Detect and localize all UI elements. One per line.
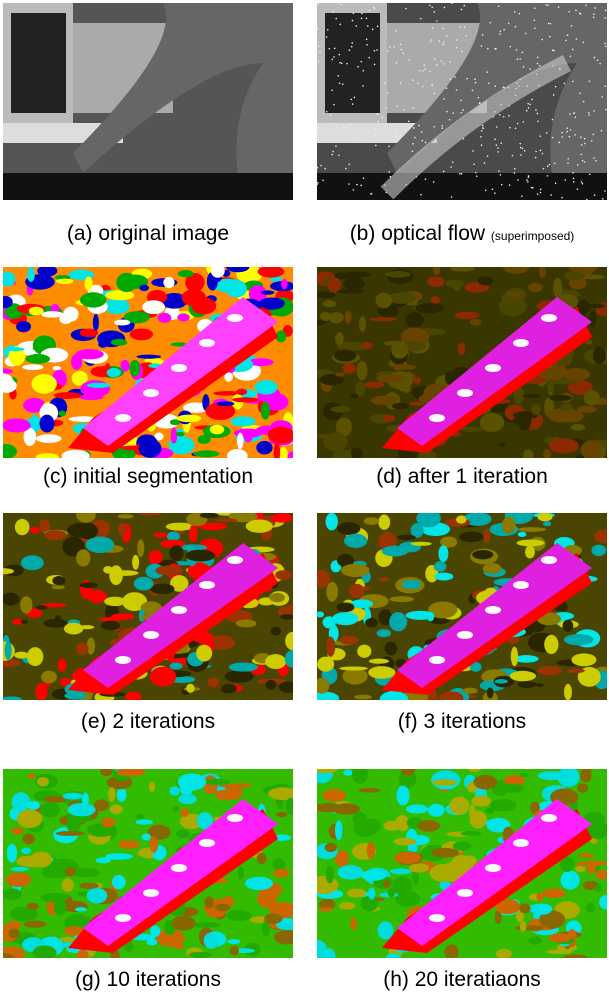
caption: (h) 20 iteratiaons bbox=[307, 968, 609, 992]
caption-label: (h) 20 iteratiaons bbox=[383, 968, 541, 991]
panel-image bbox=[3, 3, 293, 200]
panel: (h) 20 iteratiaons bbox=[317, 769, 607, 958]
caption-label: (a) original image bbox=[67, 222, 229, 245]
panel-image bbox=[3, 769, 293, 958]
caption-note: (superimposed) bbox=[491, 229, 574, 243]
caption: (g) 10 iterations bbox=[0, 968, 303, 992]
panel: (e) 2 iterations bbox=[3, 513, 293, 700]
caption: (c) initial segmentation bbox=[0, 465, 303, 489]
caption: (d) after 1 iteration bbox=[307, 465, 609, 489]
panel-image bbox=[317, 3, 607, 200]
panel-image bbox=[317, 513, 607, 700]
caption: (e) 2 iterations bbox=[0, 710, 303, 734]
caption-label: (g) 10 iterations bbox=[75, 968, 221, 991]
panel: (f) 3 iterations bbox=[317, 513, 607, 700]
caption-label: (c) initial segmentation bbox=[43, 465, 253, 488]
panel-image bbox=[317, 267, 607, 458]
caption-label: (e) 2 iterations bbox=[81, 710, 215, 733]
figure: (a) original image(b) optical flow (supe… bbox=[0, 0, 609, 1004]
caption: (f) 3 iterations bbox=[307, 710, 609, 734]
caption: (b) optical flow (superimposed) bbox=[307, 222, 609, 246]
panel: (a) original image bbox=[3, 3, 293, 200]
panel: (d) after 1 iteration bbox=[317, 267, 607, 458]
panel-image bbox=[317, 769, 607, 958]
panel-image bbox=[3, 513, 293, 700]
caption-label: (b) optical flow bbox=[350, 222, 485, 245]
panel: (g) 10 iterations bbox=[3, 769, 293, 958]
caption: (a) original image bbox=[0, 222, 303, 246]
panel: (c) initial segmentation bbox=[3, 267, 293, 458]
panel-image bbox=[3, 267, 293, 458]
caption-label: (d) after 1 iteration bbox=[376, 465, 548, 488]
panel: (b) optical flow (superimposed) bbox=[317, 3, 607, 200]
caption-label: (f) 3 iterations bbox=[398, 710, 526, 733]
